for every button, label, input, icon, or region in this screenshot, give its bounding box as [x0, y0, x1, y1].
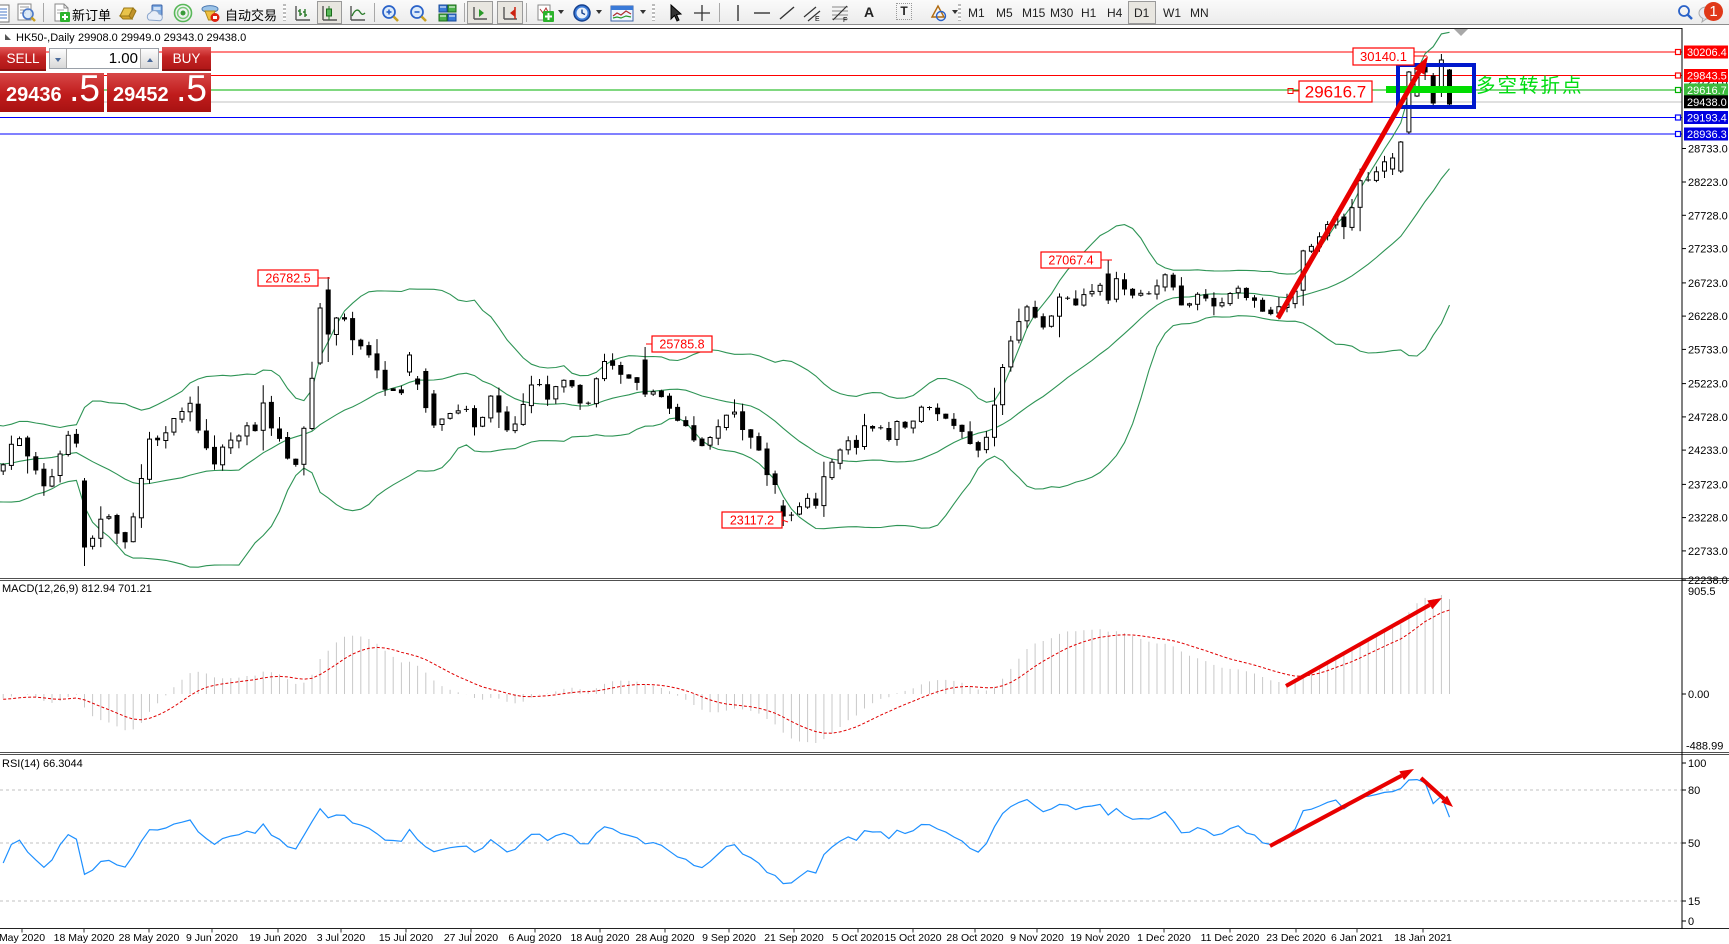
svg-text:24233.0: 24233.0: [1688, 445, 1728, 457]
svg-text:15 Oct 2020: 15 Oct 2020: [884, 932, 941, 944]
svg-text:MACD(12,26,9) 812.94 701.21: MACD(12,26,9) 812.94 701.21: [2, 583, 152, 595]
svg-text:15 Jul 2020: 15 Jul 2020: [379, 932, 433, 944]
svg-text:23 Dec 2020: 23 Dec 2020: [1266, 932, 1326, 944]
svg-text:50: 50: [1688, 838, 1700, 850]
svg-text:25223.0: 25223.0: [1688, 379, 1728, 391]
svg-text:28 Aug 2020: 28 Aug 2020: [636, 932, 695, 944]
svg-text:80: 80: [1688, 785, 1700, 797]
svg-text:23117.2: 23117.2: [730, 514, 774, 528]
svg-text:E: E: [815, 16, 820, 23]
svg-text:27 Jul 2020: 27 Jul 2020: [444, 932, 498, 944]
svg-text:27728.0: 27728.0: [1688, 210, 1728, 222]
svg-text:6 Jan 2021: 6 Jan 2021: [1331, 932, 1383, 944]
svg-text:28936.3: 28936.3: [1687, 129, 1727, 141]
svg-text:F: F: [843, 17, 847, 24]
svg-text:9 Jun 2020: 9 Jun 2020: [186, 932, 238, 944]
svg-text:27233.0: 27233.0: [1688, 244, 1728, 256]
svg-text:22733.0: 22733.0: [1688, 546, 1728, 558]
svg-text:0: 0: [1688, 916, 1694, 928]
svg-text:19 Nov 2020: 19 Nov 2020: [1070, 932, 1130, 944]
svg-text:May 2020: May 2020: [0, 932, 45, 944]
svg-text:11 Dec 2020: 11 Dec 2020: [1201, 932, 1260, 944]
svg-text:905.5: 905.5: [1688, 586, 1716, 598]
svg-text:100: 100: [1688, 758, 1706, 770]
svg-text:26723.0: 26723.0: [1688, 278, 1728, 290]
svg-text:30140.1: 30140.1: [1360, 49, 1407, 64]
svg-text:25733.0: 25733.0: [1688, 344, 1728, 356]
svg-text:28 May 2020: 28 May 2020: [119, 932, 180, 944]
svg-text:23723.0: 23723.0: [1688, 479, 1728, 491]
svg-text:-488.99: -488.99: [1686, 741, 1723, 753]
svg-text:21 Sep 2020: 21 Sep 2020: [764, 932, 824, 944]
svg-text:6 Aug 2020: 6 Aug 2020: [508, 932, 561, 944]
svg-text:1 Dec 2020: 1 Dec 2020: [1137, 932, 1191, 944]
svg-text:18 Aug 2020: 18 Aug 2020: [571, 932, 630, 944]
svg-text:19 Jun 2020: 19 Jun 2020: [249, 932, 307, 944]
svg-text:15: 15: [1688, 896, 1700, 908]
svg-text:9 Nov 2020: 9 Nov 2020: [1010, 932, 1064, 944]
svg-text:HK50-,Daily: HK50-,Daily: [16, 32, 75, 44]
svg-text:5 Oct 2020: 5 Oct 2020: [832, 932, 884, 944]
svg-text:18 May 2020: 18 May 2020: [54, 932, 115, 944]
svg-text:24728.0: 24728.0: [1688, 412, 1728, 424]
svg-text:RSI(14) 66.3044: RSI(14) 66.3044: [2, 758, 83, 770]
svg-text:29908.0 29949.0 29343.0 29438.: 29908.0 29949.0 29343.0 29438.0: [78, 32, 246, 44]
svg-text:26782.5: 26782.5: [265, 272, 310, 286]
svg-text:9 Sep 2020: 9 Sep 2020: [702, 932, 756, 944]
svg-text:29616.7: 29616.7: [1305, 83, 1366, 102]
svg-text:多空转折点: 多空转折点: [1476, 75, 1584, 97]
svg-text:29843.5: 29843.5: [1687, 71, 1727, 83]
svg-text:22238.0: 22238.0: [1688, 575, 1728, 587]
svg-text:25785.8: 25785.8: [659, 338, 704, 352]
svg-text:27067.4: 27067.4: [1048, 254, 1093, 268]
svg-text:28733.0: 28733.0: [1688, 144, 1728, 156]
svg-text:28 Oct 2020: 28 Oct 2020: [946, 932, 1003, 944]
svg-text:26228.0: 26228.0: [1688, 311, 1728, 323]
svg-text:29616.7: 29616.7: [1687, 85, 1727, 97]
svg-text:28223.0: 28223.0: [1688, 177, 1728, 189]
svg-text:30206.4: 30206.4: [1687, 47, 1727, 59]
svg-text:23228.0: 23228.0: [1688, 513, 1728, 525]
svg-text:29438.0: 29438.0: [1687, 97, 1727, 109]
svg-text:18 Jan 2021: 18 Jan 2021: [1394, 932, 1452, 944]
svg-text:0.00: 0.00: [1688, 689, 1709, 701]
svg-text:3 Jul 2020: 3 Jul 2020: [317, 932, 366, 944]
svg-text:29193.4: 29193.4: [1687, 113, 1727, 125]
